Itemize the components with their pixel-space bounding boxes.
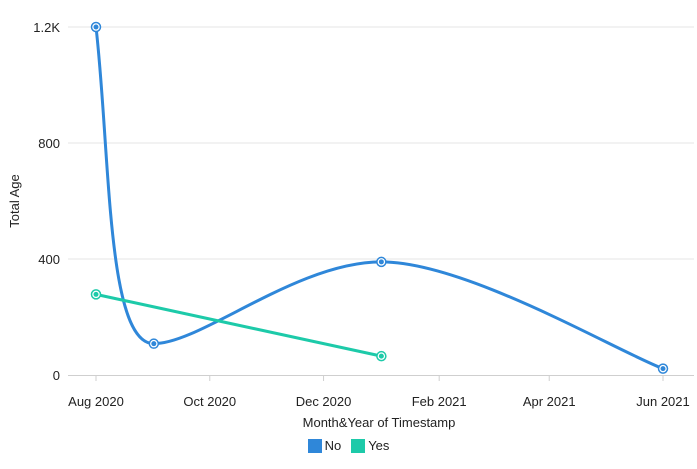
data-point-dot — [378, 259, 384, 265]
series-yes — [90, 289, 387, 362]
series-line-no — [94, 25, 665, 371]
grid-lines — [68, 26, 694, 260]
legend-swatch — [351, 438, 366, 453]
y-axis-ticks: 0 400 800 1.2K — [33, 20, 60, 383]
y-tick-label: 0 — [53, 368, 60, 383]
x-tick-label: Feb 2021 — [412, 394, 467, 409]
data-point-dot — [378, 353, 384, 359]
data-point-dot — [660, 366, 666, 372]
x-tick-label: Dec 2020 — [296, 394, 352, 409]
series-line-yes — [94, 292, 383, 358]
x-axis-title: Month&Year of Timestamp — [303, 415, 456, 430]
legend-item-yes[interactable]: Yes — [351, 438, 389, 453]
data-point-dot — [151, 341, 157, 347]
x-axis-ticks: Aug 2020 Oct 2020 Dec 2020 Feb 2021 Apr 2021… — [68, 375, 690, 409]
series-no — [90, 21, 669, 374]
x-tick-label: Oct 2020 — [183, 394, 236, 409]
data-point-dot — [93, 291, 99, 297]
series-layer — [90, 21, 669, 374]
legend-label: Yes — [368, 438, 390, 453]
x-tick-label: Aug 2020 — [68, 394, 124, 409]
y-tick-label: 1.2K — [33, 20, 60, 35]
legend-label: No — [324, 438, 342, 453]
legend-item-no[interactable]: No — [307, 438, 342, 453]
legend: No Yes — [0, 438, 697, 453]
legend-swatch — [307, 438, 322, 453]
y-tick-label: 800 — [38, 136, 60, 151]
y-tick-label: 400 — [38, 252, 60, 267]
x-tick-label: Apr 2021 — [523, 394, 576, 409]
y-axis-title: Total Age — [7, 174, 22, 228]
data-point-dot — [93, 24, 99, 30]
x-tick-label: Jun 2021 — [636, 394, 690, 409]
